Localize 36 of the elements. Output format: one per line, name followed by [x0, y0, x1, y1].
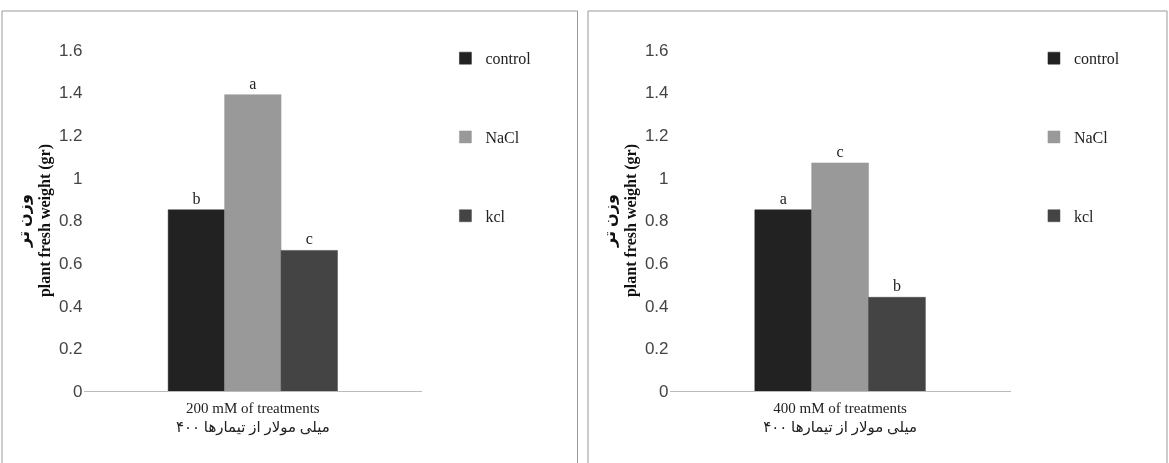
bar — [754, 209, 812, 392]
legend-label: kcl — [1073, 207, 1095, 225]
legend-label: NaCl — [485, 129, 520, 147]
y-tick-label: 0.8 — [644, 211, 669, 231]
data-label: b — [192, 189, 201, 207]
data-label: c — [836, 142, 844, 160]
y-tick-label: 0.2 — [58, 339, 83, 359]
y-tick-label: 0.6 — [644, 254, 669, 274]
bar — [868, 297, 926, 392]
y-tick-label: 0.8 — [58, 211, 83, 231]
y-tick-label: 1.2 — [644, 126, 669, 146]
y-tick-label: 1.6 — [644, 40, 669, 60]
y-tick-label: 1.4 — [644, 83, 669, 103]
y-tick-label: 0.4 — [58, 296, 83, 316]
y-tick-label: 0.4 — [644, 296, 669, 316]
data-label: b — [892, 277, 901, 295]
y-tick-label: 1.2 — [58, 126, 83, 146]
data-label: c — [305, 230, 313, 248]
y-tick-label: 1.4 — [58, 83, 83, 103]
legend-label: kcl — [485, 207, 506, 225]
data-label: a — [249, 74, 257, 92]
legend-label: control — [485, 50, 532, 68]
y-tick-label: 0 — [659, 382, 669, 402]
y-tick-label: 0.2 — [644, 339, 669, 359]
bar — [167, 209, 225, 392]
legend-label: NaCl — [1073, 129, 1109, 147]
legend-label: control — [1073, 50, 1120, 68]
y-tick-label: 1.6 — [58, 40, 83, 60]
data-label: a — [779, 189, 787, 207]
y-tick-label: 1 — [73, 168, 83, 188]
y-tick-label: 0 — [73, 382, 83, 402]
y-tick-label: 1 — [659, 168, 669, 188]
bar — [280, 250, 338, 392]
y-tick-label: 0.6 — [58, 254, 83, 274]
bar — [224, 94, 282, 392]
bar — [811, 162, 869, 392]
